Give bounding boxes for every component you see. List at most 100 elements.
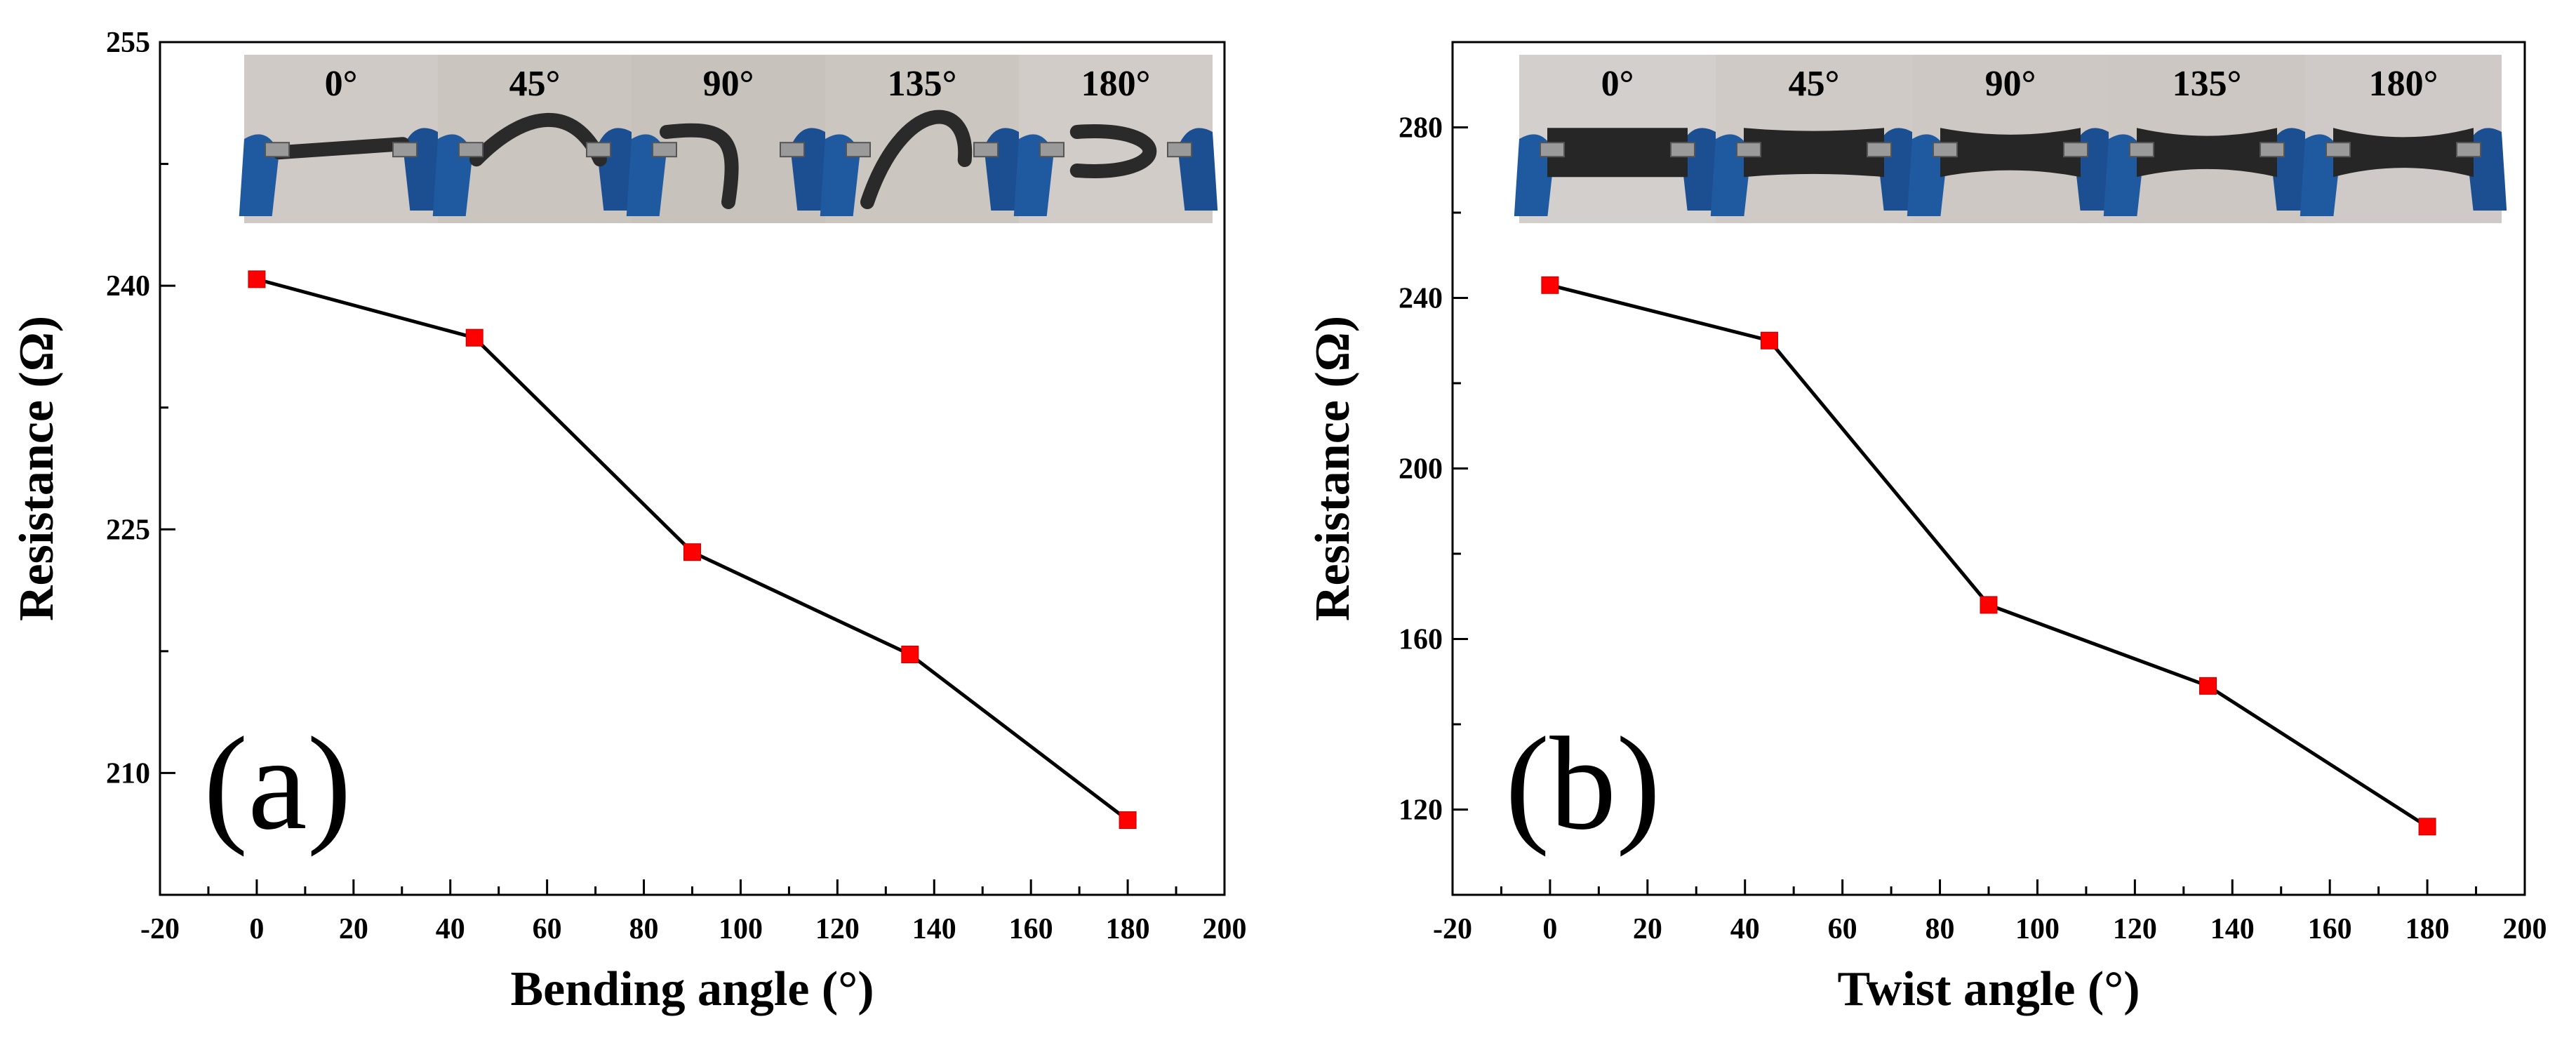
photo-cell: 45°: [1710, 55, 1918, 223]
sample-strip: [1744, 128, 1884, 178]
photo-background: [825, 55, 1019, 223]
x-tick-label: 120: [2113, 913, 2157, 945]
data-point: [1760, 331, 1778, 350]
photo-cell: 90°: [1907, 55, 2114, 223]
y-tick-label: 240: [1399, 283, 1443, 315]
glove-right: [1177, 128, 1218, 211]
photo-angle-label: 90°: [1985, 64, 2036, 104]
y-tick-label: 200: [1399, 453, 1443, 486]
x-tick-label: 20: [1633, 913, 1662, 945]
sample-strip: [469, 112, 607, 167]
data-point: [248, 270, 266, 288]
clip-left: [458, 142, 483, 158]
data-point: [2418, 818, 2436, 836]
clip-left: [2129, 142, 2154, 158]
photo-cell: 90°: [626, 55, 831, 223]
x-tick-label: 180: [1106, 913, 1150, 945]
clip-right: [2456, 142, 2481, 158]
chart-panel-b: -20 0 20 40 60 80 100 120 140 160 180 200 120 160 200 2…: [1306, 41, 2547, 1016]
photo-angle-label: 90°: [703, 64, 754, 104]
clip-left: [1736, 142, 1761, 158]
x-tick-label: -20: [1433, 913, 1472, 945]
sample-strip: [272, 137, 410, 160]
clip-left: [1540, 142, 1565, 158]
series-line: [1549, 283, 2429, 828]
data-point: [683, 543, 701, 561]
sample-strip: [1547, 128, 1688, 178]
sample-strip: [860, 109, 973, 209]
sample-strip: [2333, 128, 2474, 178]
photo-angle-label: 180°: [2369, 64, 2438, 104]
x-tick-label: 160: [2308, 913, 2352, 945]
y-tick-label: 210: [106, 757, 150, 790]
data-point: [1541, 276, 1559, 294]
photo-angle-label: 135°: [2173, 64, 2242, 104]
x-tick-label: 0: [249, 913, 264, 945]
x-tick-label: 140: [2210, 913, 2255, 945]
clip-left: [2325, 142, 2351, 158]
x-tick-label: 100: [719, 913, 763, 945]
x-tick-label: 40: [1730, 913, 1760, 945]
x-tick-label: 120: [815, 913, 860, 945]
sample-strip: [1940, 128, 2081, 178]
x-tick-label: 80: [629, 913, 659, 945]
data-point: [2199, 677, 2217, 695]
clip-right: [780, 142, 805, 158]
x-tick-label: 20: [339, 913, 368, 945]
sample-strip: [1069, 124, 1157, 178]
clip-left: [1933, 142, 1958, 158]
clip-right: [392, 142, 418, 158]
clip-right: [2260, 142, 2285, 158]
data-point: [901, 645, 919, 663]
chart-panel-a: -20 0 20 40 60 80 100 120 140 160 180 200 210 225 240 2…: [10, 27, 1247, 1016]
clip-left: [652, 142, 677, 158]
photo-angle-label: 45°: [1789, 64, 1840, 104]
data-point: [465, 328, 483, 347]
clip-right: [1670, 142, 1695, 158]
photo-cell: 45°: [432, 55, 637, 223]
photo-cell: 135°: [820, 55, 1025, 223]
data-point: [1980, 596, 1998, 614]
x-tick-label: 160: [1009, 913, 1053, 945]
photo-cell: 0°: [1514, 55, 1721, 223]
sample-strip: [660, 123, 739, 209]
photo-background: [438, 55, 632, 223]
y-tick-label: 255: [106, 27, 150, 59]
photo-angle-label: 45°: [509, 64, 561, 104]
y-tick-label: 160: [1399, 624, 1443, 656]
y-tick-label: 225: [106, 514, 150, 546]
x-tick-label: 60: [533, 913, 562, 945]
photo-angle-label: 0°: [325, 64, 358, 104]
x-tick-label: 180: [2405, 913, 2450, 945]
clip-right: [973, 142, 999, 158]
clip-right: [1167, 142, 1192, 158]
x-tick-label: 200: [2503, 913, 2547, 945]
x-tick-label: 140: [912, 913, 956, 945]
clip-right: [2063, 142, 2088, 158]
x-tick-label: 80: [1926, 913, 1955, 945]
photo-cell: 0°: [239, 55, 443, 223]
photo-strip: 0° 45° 90° 135° 180°: [239, 55, 1218, 223]
panel-label: (b): [1505, 710, 1661, 858]
x-tick-label: -20: [140, 913, 180, 945]
x-axis-title: Bending angle (°): [510, 962, 874, 1016]
y-tick-label: 280: [1399, 112, 1443, 145]
clip-left: [1039, 142, 1065, 158]
y-axis-title: Resistance (Ω): [10, 316, 64, 621]
photo-angle-label: 135°: [888, 64, 957, 104]
photo-cell: 180°: [2300, 55, 2507, 223]
x-tick-label: 200: [1203, 913, 1247, 945]
y-axis-title: Resistance (Ω): [1306, 316, 1360, 621]
photo-angle-label: 0°: [1601, 64, 1634, 104]
y-tick-label: 120: [1399, 794, 1443, 827]
data-point: [1119, 811, 1137, 830]
clip-left: [846, 142, 871, 158]
x-tick-label: 60: [1828, 913, 1857, 945]
x-tick-label: 40: [436, 913, 465, 945]
x-tick-label: 100: [2015, 913, 2060, 945]
y-tick-label: 240: [106, 270, 150, 302]
photo-strip: 0° 45° 90° 135° 180°: [1514, 55, 2507, 223]
sample-strip: [2137, 128, 2277, 178]
photo-cell: 180°: [1013, 55, 1218, 223]
